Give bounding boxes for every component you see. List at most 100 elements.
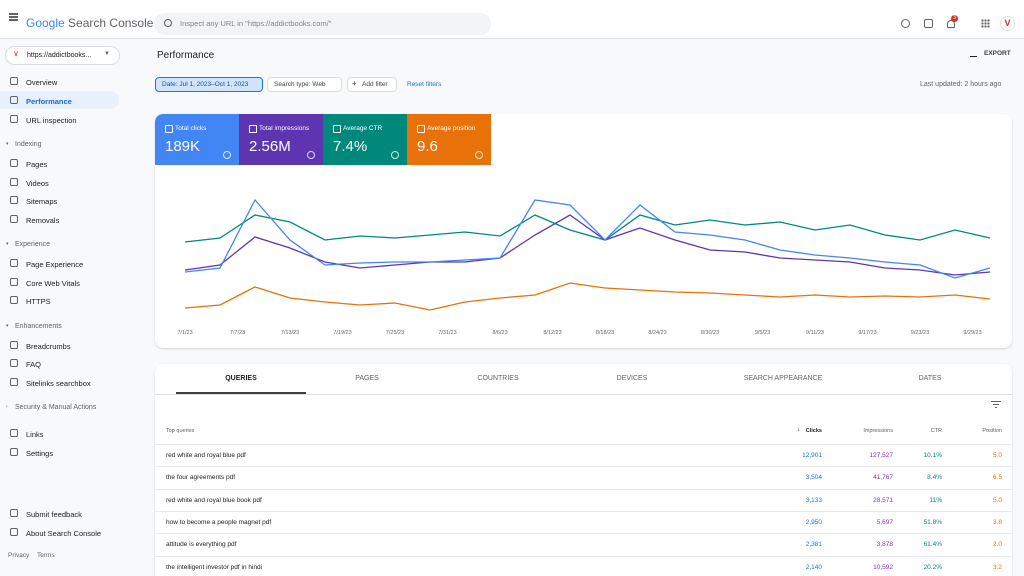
add-filter: Add filter <box>362 81 388 88</box>
metric-value: 2.56M <box>249 138 291 155</box>
nav-item[interactable]: About Search Console <box>26 529 102 538</box>
section-arrow: ▾ <box>6 241 9 247</box>
table-cell: 5.0 <box>992 452 1002 459</box>
nav-section[interactable]: Indexing <box>15 141 42 148</box>
x-tick-label: 9/23/23 <box>911 330 929 336</box>
nav-item[interactable]: FAQ <box>26 360 42 369</box>
x-tick-label: 8/30/23 <box>701 330 719 336</box>
nav-item[interactable]: Links <box>26 430 44 439</box>
info-icon <box>307 151 315 159</box>
metric-label: Total impressions <box>259 125 310 132</box>
nav-icon <box>10 214 18 223</box>
checkbox <box>417 125 425 133</box>
nav-item[interactable]: Overview <box>26 78 58 87</box>
filter-icon-mid <box>993 404 999 406</box>
apps-icon[interactable] <box>981 19 990 28</box>
nav-icon <box>10 115 18 123</box>
nav-item[interactable]: Settings <box>26 449 54 458</box>
table-cell[interactable]: the intelligent investor pdf in hindi <box>166 563 263 571</box>
tab[interactable]: COUNTRIES <box>477 375 519 382</box>
nav-icon <box>10 359 18 367</box>
table-cell[interactable]: red white and royal blue book pdf <box>166 496 262 504</box>
logo: Google Search Console <box>26 16 153 30</box>
column-header[interactable]: Position <box>982 428 1002 434</box>
table-cell[interactable]: the four agreements pdf <box>166 474 236 482</box>
nav-icon <box>10 377 18 386</box>
account-avatar[interactable]: V <box>1000 16 1015 31</box>
export-button[interactable]: EXPORT <box>984 50 1011 57</box>
search-icon <box>164 19 172 27</box>
metric-card[interactable]: Average position 9.6 <box>407 114 491 165</box>
nav-section[interactable]: Security & Manual Actions <box>15 404 97 411</box>
date-chip[interactable] <box>155 77 263 92</box>
x-tick-label: 9/17/23 <box>858 330 876 336</box>
search-box[interactable] <box>154 13 491 35</box>
nav-item[interactable]: Pages <box>26 160 48 169</box>
nav-item[interactable]: URL inspection <box>26 116 77 125</box>
help-icon[interactable] <box>901 19 910 28</box>
column-header[interactable]: Impressions <box>863 428 893 434</box>
nav-icon <box>10 340 18 349</box>
nav-icon <box>10 429 18 437</box>
nav-item[interactable]: Sitemaps <box>26 197 58 206</box>
x-tick-label: 8/18/23 <box>596 330 614 336</box>
nav-item[interactable]: Sitelinks searchbox <box>26 378 91 388</box>
x-tick-label: 8/6/23 <box>492 330 507 336</box>
footer-link[interactable]: Terms <box>37 552 55 559</box>
table-cell[interactable]: red white and royal blue pdf <box>166 452 246 459</box>
nav-icon <box>10 196 18 204</box>
nav-section[interactable]: Experience <box>15 241 51 248</box>
search-type-chip[interactable] <box>267 77 342 92</box>
tab[interactable]: SEARCH APPEARANCE <box>743 375 823 382</box>
tab[interactable]: DATES <box>918 375 942 382</box>
property-selector[interactable] <box>5 46 120 65</box>
section-arrow: ▾ <box>6 141 9 147</box>
nav-item[interactable]: Removals <box>26 215 60 225</box>
tab[interactable]: PAGES <box>355 375 379 382</box>
table-panel <box>155 364 1012 576</box>
footer-link[interactable]: Privacy <box>8 552 30 559</box>
table-cell[interactable]: how to become a people magnet pdf <box>166 518 272 526</box>
metric-card[interactable]: Average CTR 7.4% <box>323 114 407 165</box>
metric-card[interactable]: Total impressions 2.56M <box>239 114 323 165</box>
plus-icon: + <box>352 79 357 88</box>
series-line <box>184 282 991 311</box>
logo-product: Search Console <box>68 16 154 30</box>
reset-filters[interactable]: Reset filters <box>407 81 442 88</box>
nav-item[interactable]: Page Experience <box>26 260 84 269</box>
checkbox <box>333 125 341 133</box>
nav-icon <box>10 528 18 536</box>
nav-item[interactable]: Submit feedback <box>26 510 82 519</box>
nav-item[interactable]: Core Web Vitals <box>26 278 80 288</box>
property-name: https://addictbooks... <box>27 52 92 59</box>
filter-icon[interactable] <box>991 401 1001 403</box>
users-icon[interactable] <box>924 19 933 28</box>
table-cell: 3.2 <box>992 563 1002 571</box>
nav-item[interactable]: Videos <box>26 178 49 188</box>
tab[interactable]: DEVICES <box>616 375 648 382</box>
checkbox <box>165 125 173 133</box>
nav-section[interactable]: Enhancements <box>15 322 62 330</box>
column-header[interactable]: Clicks <box>805 428 822 434</box>
row-divider <box>155 444 1012 445</box>
column-header[interactable]: CTR <box>930 428 942 434</box>
nav-item[interactable]: HTTPS <box>26 297 51 306</box>
x-tick-label: 8/24/23 <box>648 330 666 336</box>
nav-item[interactable]: Performance <box>26 97 72 106</box>
nav-item[interactable]: Breadcrumbs <box>26 341 71 351</box>
metric-label: Average CTR <box>343 125 383 132</box>
section-arrow: ▾ <box>6 322 9 329</box>
tab[interactable]: QUERIES <box>225 375 257 382</box>
table-cell[interactable]: attitude is everything pdf <box>166 541 237 549</box>
add-filter-chip[interactable] <box>347 77 397 92</box>
table-cell: 11% <box>929 496 942 504</box>
menu-icon[interactable] <box>9 16 18 18</box>
active-tab-indicator <box>176 392 306 394</box>
table-cell: 28,571 <box>873 496 893 504</box>
metric-label: Total clicks <box>175 125 207 132</box>
x-tick-label: 9/29/23 <box>963 330 981 336</box>
row-divider <box>155 533 1012 535</box>
metric-card[interactable]: Total clicks 189K <box>155 114 239 165</box>
export-icon[interactable] <box>970 48 977 57</box>
x-tick-label: 7/31/23 <box>438 330 456 336</box>
